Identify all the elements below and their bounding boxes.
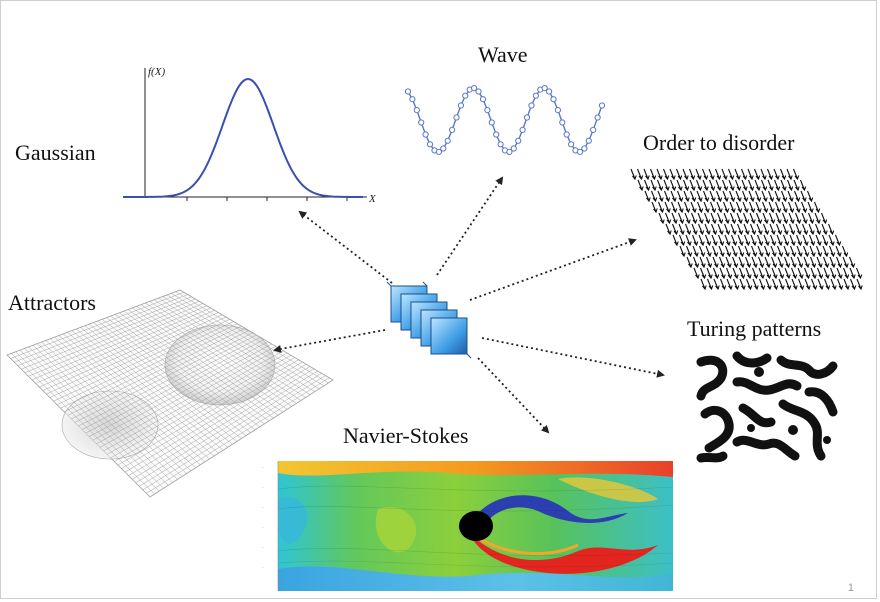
wave-marker [462, 92, 469, 99]
arrow-to-gaussian [298, 210, 393, 284]
wave-marker [585, 137, 592, 144]
wave-marker [568, 141, 575, 148]
wave-marker [426, 141, 434, 148]
wave-marker [479, 96, 487, 103]
wave-marker [590, 126, 597, 134]
svg-text:·: · [262, 485, 264, 491]
arrow-to-navier [477, 357, 550, 434]
wave-marker [418, 119, 425, 126]
wave-marker [493, 131, 500, 138]
label-wave: Wave [478, 42, 528, 67]
wave-marker [457, 102, 465, 109]
attractors-surface [6, 289, 334, 498]
svg-text:·: · [262, 565, 264, 571]
svg-text:·: · [262, 465, 264, 471]
gaussian-curve [123, 78, 363, 198]
wave-marker [581, 145, 588, 152]
wave-marker [532, 92, 539, 99]
wave-marker [559, 119, 566, 126]
turing-pattern-image [696, 351, 838, 464]
wave-marker [404, 88, 412, 95]
label-attractors: Attractors [8, 290, 96, 315]
wave-marker [435, 148, 443, 156]
wave-marker [409, 96, 416, 103]
wave-marker [554, 106, 561, 114]
wave-plot [404, 85, 606, 156]
wave-marker [453, 114, 460, 121]
wave-marker [550, 96, 557, 103]
wave-marker [422, 131, 429, 138]
label-turing-patterns: Turing patterns [687, 316, 822, 341]
svg-text:·: · [262, 525, 264, 531]
gaussian-plot: f(X) X [123, 66, 377, 205]
wave-marker [519, 126, 526, 134]
arrow-to-wave [436, 176, 504, 276]
wave-marker [444, 137, 451, 144]
wave-markers [404, 85, 606, 156]
wave-marker [510, 145, 517, 152]
wave-marker [523, 114, 531, 121]
wave-marker [471, 85, 478, 92]
wave-marker [546, 88, 553, 95]
label-gaussian: Gaussian [15, 140, 96, 165]
label-order-to-disorder: Order to disorder [643, 130, 795, 155]
wave-marker [488, 119, 495, 126]
page-number: 1 [847, 582, 854, 594]
wave-marker [506, 148, 513, 156]
wave-marker [497, 141, 504, 148]
svg-text:·: · [262, 505, 264, 511]
wave-marker [594, 114, 601, 121]
arrow-to-order [469, 238, 637, 301]
wave-marker [563, 131, 570, 138]
svg-text:·: · [262, 545, 264, 551]
navier-stokes-flow-field: · · · · · · [262, 461, 673, 591]
gaussian-x-axis-label: X [368, 193, 377, 205]
arrow-to-turing [481, 337, 665, 378]
wave-marker [541, 85, 548, 92]
wave-marker [598, 102, 606, 109]
label-navier-stokes: Navier-Stokes [343, 423, 469, 448]
central-cube-stack-icon [386, 281, 472, 359]
arrow-to-attractors [273, 329, 386, 353]
wave-marker [413, 106, 420, 114]
wave-marker [515, 137, 522, 144]
wave-marker [484, 106, 491, 114]
order-to-disorder-lattice [630, 168, 863, 291]
wave-marker [528, 102, 535, 109]
wave-marker [440, 145, 447, 152]
wave-marker [475, 88, 482, 95]
wave-marker [576, 148, 584, 156]
wave-marker [449, 126, 456, 134]
gaussian-y-axis-label: f(X) [148, 66, 165, 78]
